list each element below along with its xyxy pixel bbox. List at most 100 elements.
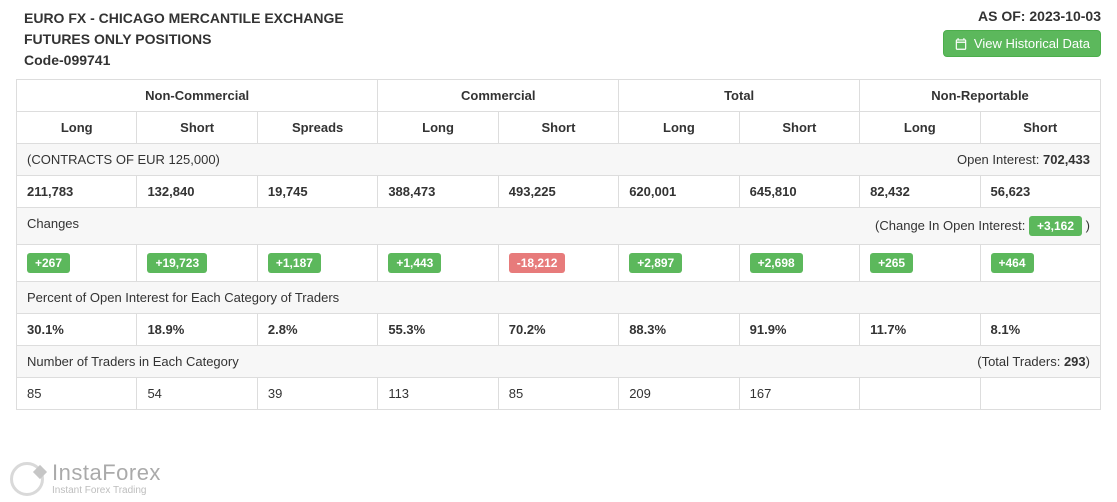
pct-cell: 70.2% xyxy=(498,314,618,346)
watermark: InstaForex Instant Forex Trading xyxy=(10,462,161,496)
change-cell: +19,723 xyxy=(137,245,257,282)
change-cell: +464 xyxy=(980,245,1101,282)
position-cell: 56,623 xyxy=(980,176,1101,208)
open-interest-value: 702,433 xyxy=(1043,152,1090,167)
column-header: Spreads xyxy=(257,112,377,144)
title-line-1: EURO FX - CHICAGO MERCANTILE EXCHANGE xyxy=(24,8,344,29)
calendar-icon xyxy=(954,37,968,51)
change-badge: -18,212 xyxy=(509,253,566,273)
column-header: Long xyxy=(378,112,498,144)
change-badge: +265 xyxy=(870,253,913,273)
traders-cell xyxy=(980,378,1101,410)
column-header: Short xyxy=(137,112,257,144)
total-traders-label: (Total Traders: xyxy=(977,354,1060,369)
change-badge: +2,698 xyxy=(750,253,803,273)
group-header: Non-Reportable xyxy=(860,80,1101,112)
view-historical-button[interactable]: View Historical Data xyxy=(943,30,1101,57)
contracts-label: (CONTRACTS OF EUR 125,000) xyxy=(27,152,220,167)
change-oi-label: (Change In Open Interest: xyxy=(875,218,1025,233)
position-cell: 132,840 xyxy=(137,176,257,208)
total-traders-close: ) xyxy=(1086,354,1090,369)
changes-label: Changes xyxy=(27,216,79,231)
pct-cell: 8.1% xyxy=(980,314,1101,346)
column-header: Long xyxy=(860,112,980,144)
column-header: Short xyxy=(498,112,618,144)
traders-cell: 209 xyxy=(619,378,739,410)
traders-cell: 113 xyxy=(378,378,498,410)
view-historical-label: View Historical Data xyxy=(974,36,1090,51)
changes-label-row: Changes (Change In Open Interest: +3,162… xyxy=(17,208,1101,245)
cot-table: Non-CommercialCommercialTotalNon-Reporta… xyxy=(16,79,1101,410)
traders-cell xyxy=(860,378,980,410)
pct-cell: 2.8% xyxy=(257,314,377,346)
column-header: Short xyxy=(980,112,1101,144)
change-cell: +1,187 xyxy=(257,245,377,282)
column-header: Long xyxy=(619,112,739,144)
pct-label: Percent of Open Interest for Each Catego… xyxy=(17,282,1101,314)
change-open-interest: (Change In Open Interest: +3,162 ) xyxy=(875,216,1090,236)
watermark-brand: InstaForex xyxy=(52,462,161,484)
open-interest: Open Interest: 702,433 xyxy=(957,152,1090,167)
pct-cell: 18.9% xyxy=(137,314,257,346)
watermark-sub: Instant Forex Trading xyxy=(52,486,161,496)
total-traders-value: 293 xyxy=(1064,354,1086,369)
change-cell: -18,212 xyxy=(498,245,618,282)
open-interest-label: Open Interest: xyxy=(957,152,1039,167)
changes-row: +267 +19,723 +1,187 +1,443 -18,212 +2,897 +2,6… xyxy=(17,245,1101,282)
traders-cell: 85 xyxy=(17,378,137,410)
change-badge: +2,897 xyxy=(629,253,682,273)
change-badge: +464 xyxy=(991,253,1034,273)
group-header-row: Non-CommercialCommercialTotalNon-Reporta… xyxy=(17,80,1101,112)
traders-row: 85543911385209167 xyxy=(17,378,1101,410)
title-line-2: FUTURES ONLY POSITIONS xyxy=(24,29,344,50)
group-header: Commercial xyxy=(378,80,619,112)
change-badge: +1,443 xyxy=(388,253,441,273)
change-oi-close: ) xyxy=(1086,218,1090,233)
change-badge: +267 xyxy=(27,253,70,273)
traders-cell: 167 xyxy=(739,378,859,410)
change-cell: +265 xyxy=(860,245,980,282)
position-cell: 493,225 xyxy=(498,176,618,208)
pct-cell: 55.3% xyxy=(378,314,498,346)
pct-cell: 11.7% xyxy=(860,314,980,346)
change-cell: +267 xyxy=(17,245,137,282)
position-cell: 82,432 xyxy=(860,176,980,208)
change-oi-badge: +3,162 xyxy=(1029,216,1082,236)
group-header: Total xyxy=(619,80,860,112)
header-right: AS OF: 2023-10-03 View Historical Data xyxy=(943,8,1101,57)
position-cell: 388,473 xyxy=(378,176,498,208)
group-header: Non-Commercial xyxy=(17,80,378,112)
header-title-block: EURO FX - CHICAGO MERCANTILE EXCHANGE FU… xyxy=(24,8,344,71)
change-badge: +1,187 xyxy=(268,253,321,273)
traders-cell: 85 xyxy=(498,378,618,410)
change-cell: +2,698 xyxy=(739,245,859,282)
positions-row: 211,783132,84019,745388,473493,225620,00… xyxy=(17,176,1101,208)
traders-cell: 39 xyxy=(257,378,377,410)
change-badge: +19,723 xyxy=(147,253,207,273)
title-line-3: Code-099741 xyxy=(24,50,344,71)
as-of-date: 2023-10-03 xyxy=(1029,8,1101,24)
as-of-line: AS OF: 2023-10-03 xyxy=(943,8,1101,24)
report-header: EURO FX - CHICAGO MERCANTILE EXCHANGE FU… xyxy=(0,0,1117,75)
watermark-logo-icon xyxy=(10,462,44,496)
traders-label: Number of Traders in Each Category xyxy=(27,354,239,369)
total-traders: (Total Traders: 293) xyxy=(977,354,1090,369)
position-cell: 645,810 xyxy=(739,176,859,208)
traders-cell: 54 xyxy=(137,378,257,410)
contracts-label-row: (CONTRACTS OF EUR 125,000) Open Interest… xyxy=(17,144,1101,176)
column-header: Long xyxy=(17,112,137,144)
pct-row: 30.1%18.9%2.8%55.3%70.2%88.3%91.9%11.7%8… xyxy=(17,314,1101,346)
change-cell: +1,443 xyxy=(378,245,498,282)
traders-label-row: Number of Traders in Each Category (Tota… xyxy=(17,346,1101,378)
column-header: Short xyxy=(739,112,859,144)
position-cell: 19,745 xyxy=(257,176,377,208)
column-header-row: LongShortSpreadsLongShortLongShortLongSh… xyxy=(17,112,1101,144)
pct-cell: 30.1% xyxy=(17,314,137,346)
position-cell: 620,001 xyxy=(619,176,739,208)
pct-label-row: Percent of Open Interest for Each Catego… xyxy=(17,282,1101,314)
as-of-label: AS OF: xyxy=(978,8,1025,24)
pct-cell: 91.9% xyxy=(739,314,859,346)
position-cell: 211,783 xyxy=(17,176,137,208)
watermark-text: InstaForex Instant Forex Trading xyxy=(52,462,161,496)
pct-cell: 88.3% xyxy=(619,314,739,346)
